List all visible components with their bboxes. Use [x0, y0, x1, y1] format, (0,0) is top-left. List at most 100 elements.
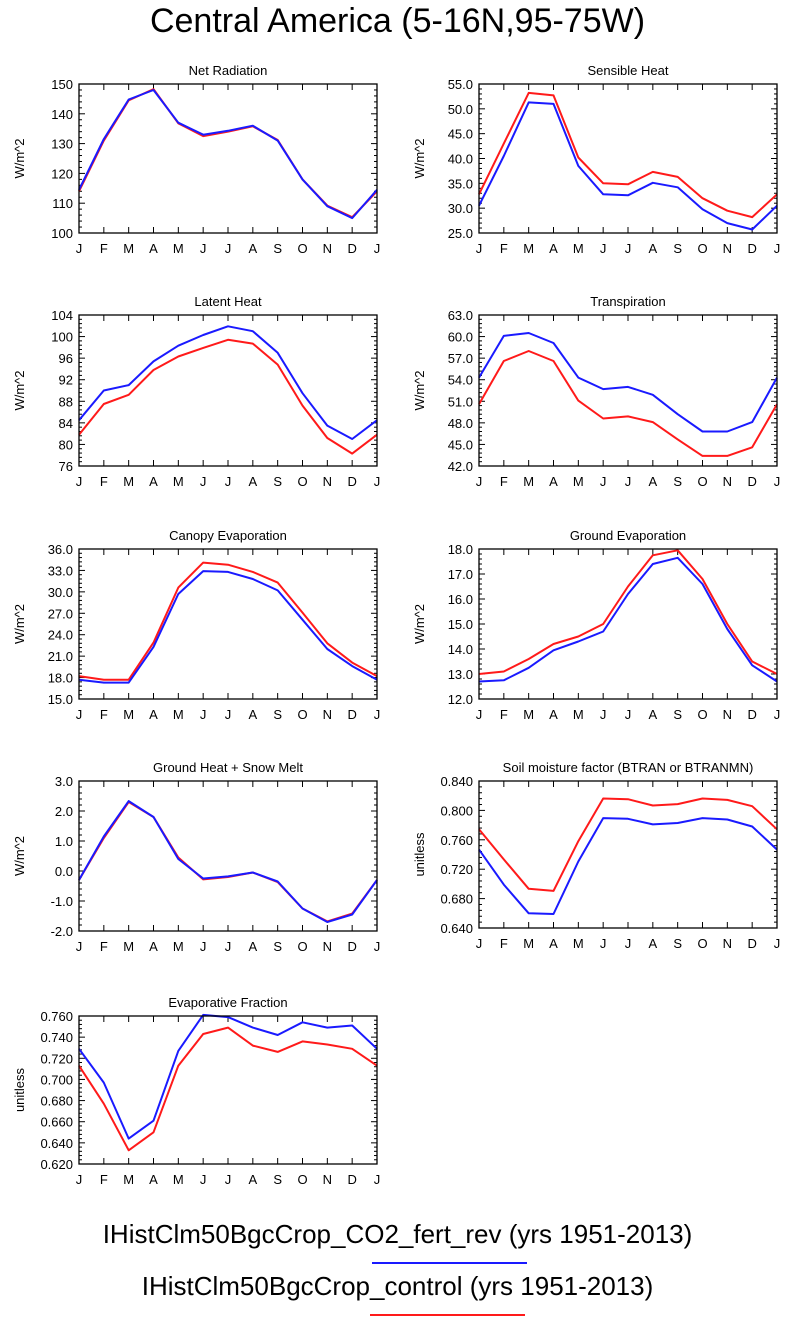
x-tick-label: S: [673, 241, 682, 256]
plot-frame: [478, 780, 778, 929]
y-tick-label: 0.720: [440, 862, 473, 877]
x-tick-label: S: [673, 936, 682, 951]
y-tick-label: 27.0: [48, 606, 73, 621]
x-tick-label: J: [225, 707, 232, 722]
y-tick-label: 24.0: [48, 628, 73, 643]
x-tick-label: J: [625, 474, 632, 489]
x-tick-label: O: [297, 939, 307, 954]
series-line-ihistclm50bgccrop-co2-fert-rev: [78, 325, 378, 440]
x-tick-label: O: [297, 474, 307, 489]
chart-sensible-heat: Sensible Heat W/m^2 25.0 30.0 35.0 40.0 45.0 50…: [412, 63, 780, 256]
chart-title: Evaporative Fraction: [168, 995, 287, 1010]
legend-swatch-control: [370, 1314, 525, 1316]
x-tick-label: M: [523, 936, 534, 951]
x-tick-label: J: [625, 241, 632, 256]
x-tick-label: D: [347, 241, 356, 256]
series-line-ihistclm50bgccrop-control: [478, 91, 778, 219]
y-axis-label: W/m^2: [12, 138, 27, 178]
y-tick-label: 0.660: [40, 1115, 73, 1130]
y-tick-label: 100: [51, 330, 73, 345]
y-tick-label: 17.0: [448, 567, 473, 582]
x-tick-label: N: [723, 936, 732, 951]
x-tick-label: M: [123, 1172, 134, 1187]
x-tick-label: S: [273, 707, 282, 722]
y-tick-label: 14.0: [448, 642, 473, 657]
series-line-ihistclm50bgccrop-co2-fert-rev: [78, 89, 378, 220]
x-tick-label: J: [625, 936, 632, 951]
series-line-ihistclm50bgccrop-co2-fert-rev: [478, 556, 778, 683]
y-tick-label: 54.0: [448, 373, 473, 388]
x-tick-label: D: [747, 936, 756, 951]
y-tick-label: 45.0: [448, 437, 473, 452]
plot-frame: [78, 314, 378, 467]
x-tick-label: J: [476, 241, 483, 256]
x-tick-label: J: [476, 474, 483, 489]
x-tick-label: A: [248, 939, 257, 954]
x-tick-label: M: [523, 474, 534, 489]
x-tick-label: N: [323, 1172, 332, 1187]
legend-entry-co2-fert-rev: IHistClm50BgcCrop_CO2_fert_rev (yrs 1951…: [102, 1219, 693, 1249]
plot-frame: [78, 548, 378, 700]
x-tick-label: O: [697, 241, 707, 256]
y-tick-label: 15.0: [48, 692, 73, 707]
plot-frame: [78, 1015, 378, 1165]
x-tick-label: A: [648, 936, 657, 951]
y-tick-label: 55.0: [448, 77, 473, 92]
x-tick-label: A: [549, 707, 558, 722]
x-tick-label: M: [173, 707, 184, 722]
x-tick-label: M: [173, 241, 184, 256]
chart-title: Soil moisture factor (BTRAN or BTRANMN): [503, 760, 754, 775]
y-tick-label: 57.0: [448, 351, 473, 366]
series-line-ihistclm50bgccrop-control: [78, 801, 378, 923]
y-tick-label: 30.0: [48, 585, 73, 600]
chart-title: Latent Heat: [194, 294, 262, 309]
x-tick-label: J: [600, 474, 607, 489]
x-tick-label: M: [123, 474, 134, 489]
x-tick-label: M: [123, 939, 134, 954]
x-tick-label: M: [523, 241, 534, 256]
x-tick-label: O: [297, 707, 307, 722]
series-line-ihistclm50bgccrop-control: [478, 549, 778, 675]
y-tick-label: 76: [59, 459, 73, 474]
y-tick-label: 0.640: [440, 921, 473, 936]
x-tick-label: N: [723, 474, 732, 489]
y-tick-label: 0.700: [40, 1072, 73, 1087]
chart-title: Sensible Heat: [588, 63, 669, 78]
y-tick-label: 40.0: [448, 152, 473, 167]
x-tick-label: N: [723, 241, 732, 256]
plot-frame: [78, 780, 378, 932]
series-line-ihistclm50bgccrop-co2-fert-rev: [478, 101, 778, 231]
x-tick-label: J: [476, 707, 483, 722]
x-tick-label: J: [374, 939, 381, 954]
x-tick-label: A: [248, 707, 257, 722]
x-tick-label: A: [248, 1172, 257, 1187]
series-line-ihistclm50bgccrop-co2-fert-rev: [78, 570, 378, 684]
x-tick-label: O: [697, 474, 707, 489]
x-tick-label: J: [600, 241, 607, 256]
x-tick-label: A: [248, 241, 257, 256]
x-tick-label: J: [76, 707, 83, 722]
x-tick-label: J: [774, 474, 781, 489]
x-tick-label: N: [723, 707, 732, 722]
x-tick-label: D: [347, 707, 356, 722]
x-tick-label: M: [173, 474, 184, 489]
y-tick-label: 25.0: [448, 226, 473, 241]
x-tick-label: M: [573, 936, 584, 951]
chart-canopy-evaporation: Canopy Evaporation W/m^2 15.0 18.0 21.0 24.0 2…: [12, 528, 380, 722]
y-tick-label: 45.0: [448, 127, 473, 142]
y-axis-label: W/m^2: [12, 604, 27, 644]
x-tick-label: M: [573, 241, 584, 256]
y-axis-label: unitless: [412, 832, 427, 877]
x-tick-label: M: [173, 939, 184, 954]
y-tick-label: 63.0: [448, 308, 473, 323]
y-tick-label: 0.640: [40, 1136, 73, 1151]
chart-title: Net Radiation: [189, 63, 268, 78]
x-tick-label: S: [673, 474, 682, 489]
y-tick-label: 18.0: [448, 542, 473, 557]
x-tick-label: J: [774, 241, 781, 256]
x-tick-label: F: [500, 936, 508, 951]
x-tick-label: J: [625, 707, 632, 722]
y-tick-label: 15.0: [448, 617, 473, 632]
